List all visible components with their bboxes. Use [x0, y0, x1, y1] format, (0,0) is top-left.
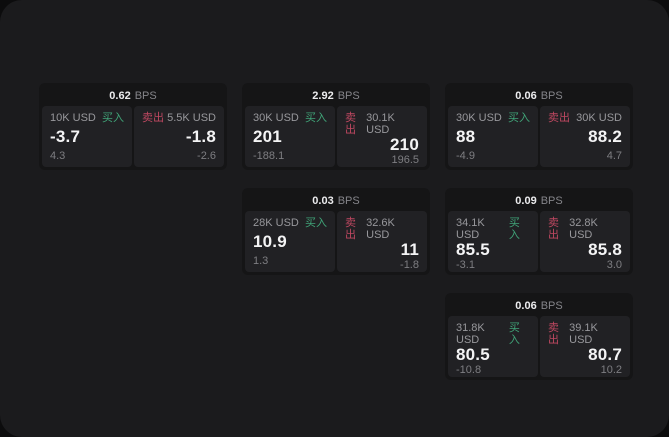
sell-price: 80.7 [588, 345, 622, 364]
bps-unit-label: BPS [540, 89, 563, 102]
sell-panel[interactable]: 卖出 30.1K USD 210 196.5 [337, 106, 427, 167]
buy-sub-value: -4.9 [456, 150, 475, 162]
buy-panel[interactable]: 28K USD 买入 10.9 1.3 [245, 211, 335, 272]
sell-panel[interactable]: 卖出 39.1K USD 80.7 10.2 [540, 316, 630, 377]
quote-card: 2.92 BPS 30K USD 买入 201 -188.1 卖出 30.1K … [242, 83, 430, 170]
bps-unit-label: BPS [337, 89, 360, 102]
card-header: 0.06 BPS [448, 85, 630, 106]
bps-value: 0.03 [312, 194, 334, 207]
buy-tag: 买入 [508, 112, 530, 124]
card-header: 2.92 BPS [245, 85, 427, 106]
sell-size: 32.6K USD [366, 217, 395, 241]
sell-tag: 卖出 [548, 217, 559, 241]
buy-panel[interactable]: 34.1K USD 买入 85.5 -3.1 [448, 211, 538, 272]
buy-price: 88 [456, 127, 476, 146]
buy-price: 85.5 [456, 240, 490, 259]
buy-size: 31.8K USD [456, 322, 485, 346]
buy-panel[interactable]: 31.8K USD 买入 80.5 -10.8 [448, 316, 538, 377]
buy-tag: 买入 [102, 112, 124, 124]
buy-price: 201 [253, 127, 282, 146]
sell-panel[interactable]: 卖出 32.6K USD 11 -1.8 [337, 211, 427, 272]
sell-sub-value: -1.8 [400, 259, 419, 271]
quote-card: 0.09 BPS 34.1K USD 买入 85.5 -3.1 卖出 32.8K… [445, 188, 633, 275]
quote-card: 0.03 BPS 28K USD 买入 10.9 1.3 卖出 32.6K US… [242, 188, 430, 275]
sell-sub-value: -2.6 [197, 150, 216, 162]
sell-price: 85.8 [588, 240, 622, 259]
sell-sub-value: 3.0 [606, 259, 622, 271]
buy-sub-value: -188.1 [253, 150, 285, 162]
bps-value: 0.09 [515, 194, 537, 207]
sell-sub-value: 196.5 [391, 154, 419, 166]
card-header: 0.03 BPS [245, 190, 427, 211]
buy-sub-value: 4.3 [50, 150, 66, 162]
sell-size: 32.8K USD [569, 217, 598, 241]
buy-tag: 买入 [305, 217, 327, 229]
bps-unit-label: BPS [540, 299, 563, 312]
sell-price: 88.2 [588, 127, 622, 146]
quote-card: 0.06 BPS 30K USD 买入 88 -4.9 卖出 30K USD [445, 83, 633, 170]
bps-unit-label: BPS [540, 194, 563, 207]
bps-unit-label: BPS [134, 89, 157, 102]
buy-price: -3.7 [50, 127, 81, 146]
buy-sell-panels: 31.8K USD 买入 80.5 -10.8 卖出 39.1K USD 80.… [448, 316, 630, 377]
card-header: 0.06 BPS [448, 295, 630, 316]
sell-tag: 卖出 [548, 322, 559, 346]
bps-value: 2.92 [312, 89, 334, 102]
buy-size: 28K USD [253, 217, 299, 229]
sell-size: 30K USD [576, 112, 622, 124]
sell-price: 11 [400, 240, 419, 259]
bps-value: 0.06 [515, 89, 537, 102]
quote-card-grid: 0.62 BPS 10K USD 买入 -3.7 4.3 卖出 5.5K USD [39, 83, 633, 380]
buy-size: 34.1K USD [456, 217, 485, 241]
bps-value: 0.06 [515, 299, 537, 312]
buy-price: 80.5 [456, 345, 490, 364]
buy-price: 10.9 [253, 232, 287, 251]
bps-value: 0.62 [109, 89, 131, 102]
sell-size: 39.1K USD [569, 322, 598, 346]
sell-size: 30.1K USD [366, 112, 395, 136]
sell-tag: 卖出 [142, 112, 164, 124]
sell-panel[interactable]: 卖出 32.8K USD 85.8 3.0 [540, 211, 630, 272]
sell-price: 210 [390, 135, 419, 154]
bps-unit-label: BPS [337, 194, 360, 207]
buy-sub-value: -3.1 [456, 259, 475, 271]
quote-card: 0.06 BPS 31.8K USD 买入 80.5 -10.8 卖出 39.1… [445, 293, 633, 380]
buy-sell-panels: 28K USD 买入 10.9 1.3 卖出 32.6K USD 11 -1.8 [245, 211, 427, 272]
buy-size: 30K USD [456, 112, 502, 124]
card-header: 0.09 BPS [448, 190, 630, 211]
sell-tag: 卖出 [548, 112, 570, 124]
sell-panel[interactable]: 卖出 30K USD 88.2 4.7 [540, 106, 630, 167]
buy-size: 10K USD [50, 112, 96, 124]
buy-panel[interactable]: 10K USD 买入 -3.7 4.3 [42, 106, 132, 167]
quote-card: 0.62 BPS 10K USD 买入 -3.7 4.3 卖出 5.5K USD [39, 83, 227, 170]
buy-sub-value: 1.3 [253, 255, 269, 267]
sell-panel[interactable]: 卖出 5.5K USD -1.8 -2.6 [134, 106, 224, 167]
buy-size: 30K USD [253, 112, 299, 124]
buy-tag: 买入 [508, 322, 520, 346]
sell-tag: 卖出 [345, 112, 356, 136]
sell-price: -1.8 [185, 127, 216, 146]
buy-sell-panels: 34.1K USD 买入 85.5 -3.1 卖出 32.8K USD 85.8… [448, 211, 630, 272]
buy-tag: 买入 [305, 112, 327, 124]
sell-sub-value: 4.7 [606, 150, 622, 162]
buy-panel[interactable]: 30K USD 买入 201 -188.1 [245, 106, 335, 167]
buy-sell-panels: 30K USD 买入 88 -4.9 卖出 30K USD 88.2 4.7 [448, 106, 630, 167]
buy-sub-value: -10.8 [456, 364, 482, 376]
buy-sell-panels: 30K USD 买入 201 -188.1 卖出 30.1K USD 210 1… [245, 106, 427, 167]
buy-sell-panels: 10K USD 买入 -3.7 4.3 卖出 5.5K USD -1.8 -2.… [42, 106, 224, 167]
sell-tag: 卖出 [345, 217, 356, 241]
sell-size: 5.5K USD [167, 112, 216, 124]
sell-sub-value: 10.2 [600, 364, 622, 376]
card-header: 0.62 BPS [42, 85, 224, 106]
buy-panel[interactable]: 30K USD 买入 88 -4.9 [448, 106, 538, 167]
buy-tag: 买入 [508, 217, 520, 241]
